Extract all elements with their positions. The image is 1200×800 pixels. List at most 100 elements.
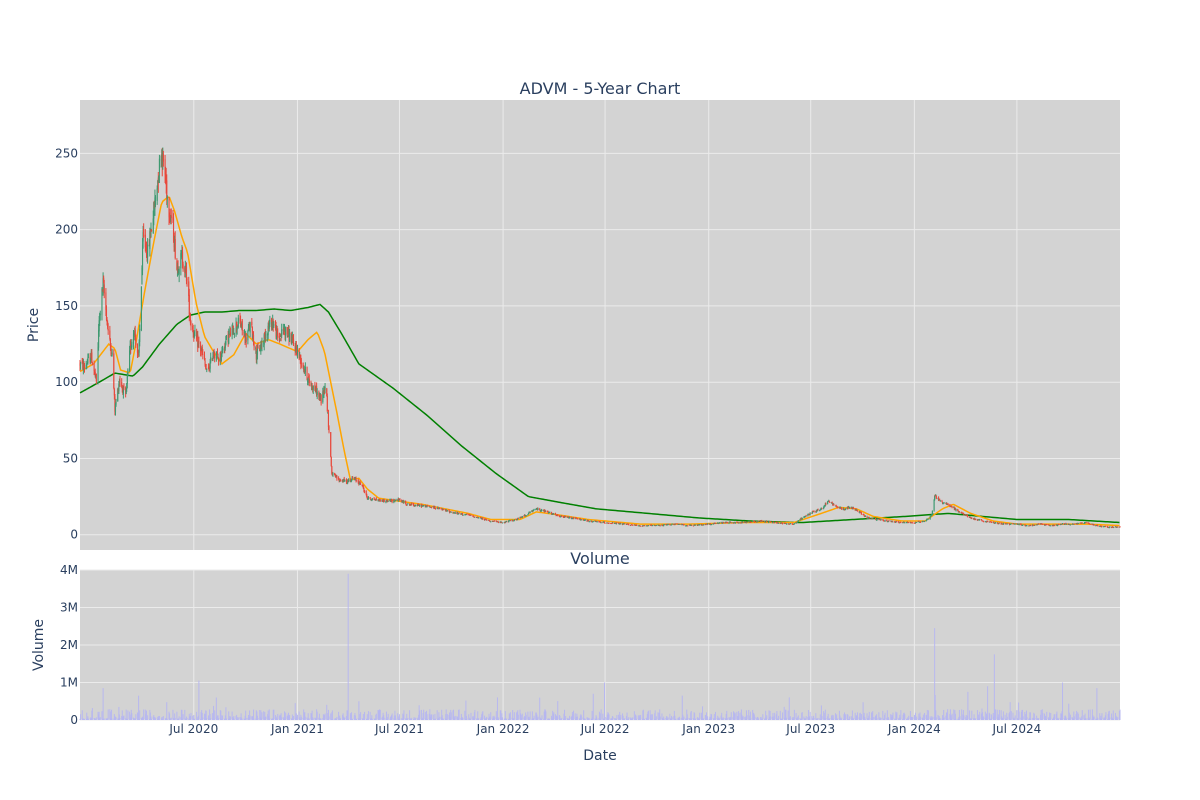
candle-body bbox=[980, 519, 982, 521]
candle-body bbox=[438, 508, 440, 510]
volume-bar bbox=[520, 714, 522, 720]
candle-body bbox=[498, 521, 500, 523]
candle-body bbox=[180, 253, 182, 269]
candle-body bbox=[663, 524, 665, 526]
volume-bar bbox=[386, 716, 388, 720]
candle-body bbox=[955, 509, 957, 511]
candle-body bbox=[900, 522, 902, 524]
volume-bar bbox=[658, 712, 660, 720]
volume-bar bbox=[553, 712, 555, 720]
candle-body bbox=[1041, 523, 1043, 525]
volume-bar bbox=[588, 717, 590, 720]
volume-bar bbox=[713, 718, 715, 720]
candle-body bbox=[158, 176, 160, 181]
candle-body bbox=[659, 525, 661, 527]
candle-body bbox=[599, 521, 601, 523]
candle-body bbox=[279, 338, 281, 340]
candle-body bbox=[1100, 525, 1102, 527]
candle-body bbox=[1008, 523, 1010, 525]
volume-bar bbox=[342, 713, 344, 720]
volume-bar bbox=[831, 715, 833, 720]
candle-body bbox=[993, 521, 995, 524]
candle-body bbox=[969, 516, 971, 518]
candle-body bbox=[887, 520, 890, 522]
volume-bar bbox=[486, 716, 488, 720]
candle-body bbox=[760, 520, 762, 522]
volume-bar bbox=[1101, 713, 1103, 720]
candle-body bbox=[140, 286, 142, 330]
candle-body bbox=[556, 514, 558, 516]
candle-body bbox=[328, 426, 330, 432]
candle-body bbox=[520, 517, 522, 518]
volume-bar bbox=[694, 718, 696, 720]
volume-bar bbox=[417, 717, 419, 720]
candle-body bbox=[453, 512, 455, 514]
candle-body bbox=[937, 498, 939, 499]
candle-body bbox=[387, 501, 389, 503]
candle-body bbox=[144, 234, 146, 248]
candle-body bbox=[872, 518, 874, 520]
candle-body bbox=[174, 239, 176, 246]
candle-body bbox=[627, 523, 629, 525]
volume-bar bbox=[683, 716, 685, 720]
candle-body bbox=[207, 367, 210, 369]
candle-body bbox=[1080, 522, 1082, 524]
volume-bar bbox=[509, 712, 511, 720]
volume-bar bbox=[734, 713, 736, 720]
volume-bar bbox=[780, 718, 782, 720]
volume-bar bbox=[476, 718, 478, 720]
candle-body bbox=[93, 363, 95, 371]
volume-bar bbox=[180, 717, 182, 720]
candle-body bbox=[110, 346, 112, 355]
volume-bar bbox=[222, 715, 224, 720]
volume-bar bbox=[681, 717, 683, 720]
volume-bar bbox=[277, 713, 279, 720]
volume-bar bbox=[444, 718, 446, 720]
candle-body bbox=[721, 522, 723, 524]
candle-body bbox=[615, 522, 617, 525]
volume-bar bbox=[939, 718, 941, 720]
candle-body bbox=[673, 523, 675, 525]
volume-bar bbox=[225, 718, 227, 720]
volume-bar bbox=[620, 714, 622, 720]
candle-body bbox=[331, 473, 333, 476]
candle-body bbox=[567, 517, 569, 518]
volume-bar bbox=[880, 718, 882, 720]
volume-bar bbox=[87, 716, 89, 720]
candle-body bbox=[457, 512, 459, 515]
candle-body bbox=[249, 322, 251, 333]
candle-body bbox=[685, 525, 687, 527]
candle-body bbox=[713, 523, 715, 524]
candle-body bbox=[490, 521, 492, 523]
volume-bar bbox=[414, 718, 416, 720]
volume-bar bbox=[788, 718, 790, 720]
candle-body bbox=[299, 354, 301, 357]
volume-bar bbox=[1092, 715, 1094, 720]
candle-body bbox=[791, 523, 793, 525]
x-axis-title: Date bbox=[583, 748, 616, 764]
volume-bar bbox=[413, 718, 415, 720]
volume-bar bbox=[1095, 718, 1097, 720]
volume-bar bbox=[659, 716, 661, 720]
volume-bar bbox=[122, 716, 124, 720]
volume-bar bbox=[1073, 711, 1075, 720]
volume-bar bbox=[599, 713, 601, 720]
volume-bar bbox=[1020, 711, 1022, 720]
volume-bar bbox=[1013, 718, 1015, 720]
candle-body bbox=[218, 357, 220, 362]
volume-bar bbox=[1050, 712, 1052, 720]
volume-bar bbox=[318, 713, 320, 720]
volume-bar bbox=[700, 712, 702, 720]
candle-body bbox=[671, 523, 673, 525]
candle-body bbox=[377, 499, 379, 501]
volume-bar bbox=[850, 716, 852, 720]
candle-body bbox=[583, 519, 585, 521]
candle-body bbox=[181, 251, 184, 265]
candle-body bbox=[145, 249, 148, 255]
candle-body bbox=[1099, 526, 1101, 528]
candle-body bbox=[497, 521, 499, 523]
volume-bar bbox=[963, 715, 965, 720]
volume-bar bbox=[874, 717, 876, 720]
candle-body bbox=[938, 499, 940, 501]
candle-body bbox=[1045, 524, 1047, 526]
